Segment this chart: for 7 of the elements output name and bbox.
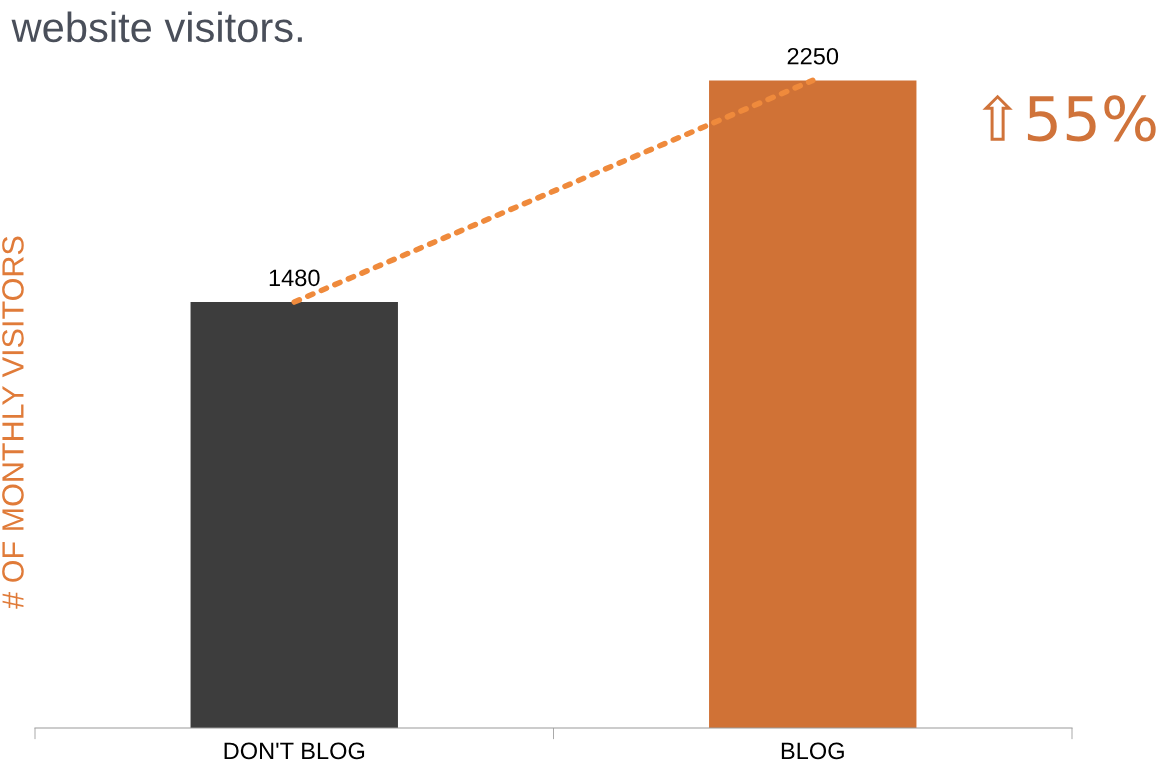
chart-title: website visitors. [11, 11, 302, 43]
y-axis-title: # OF MONTHLY VISITORS [2, 236, 24, 609]
x-tick-label: BLOG [781, 742, 844, 760]
x-tick-label: DON'T BLOG [224, 742, 365, 760]
data-label: 2250 [787, 47, 839, 65]
annotation: ⇧55% [982, 94, 1156, 142]
data-label: 1480 [269, 269, 320, 287]
